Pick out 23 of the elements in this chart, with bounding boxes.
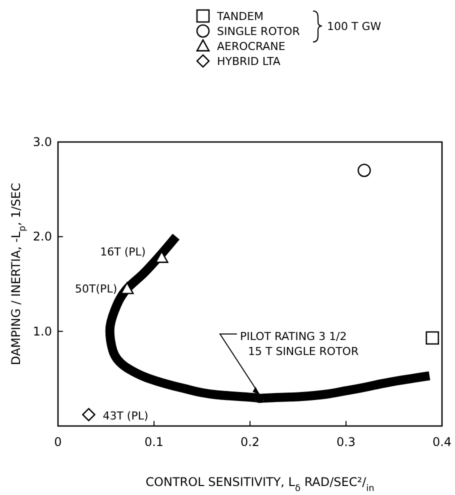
annotation: 43T (PL): [102, 410, 148, 423]
annotation: PILOT RATING 3 1/2 15 T SINGLE ROTOR: [240, 330, 359, 358]
point: [426, 331, 440, 345]
x-tick-label: 0.3: [336, 435, 356, 449]
x-axis-title: CONTROL SENSITIVITY, L$_{δ}$ RAD/SEC²/$_{in}$: [146, 475, 374, 494]
point: [82, 408, 96, 422]
point: [120, 282, 134, 294]
legend-label: SINGLE ROTOR: [217, 25, 300, 38]
legend-label: AEROCRANE: [217, 40, 286, 53]
legend-label: HYBRID LTA: [217, 55, 281, 68]
legend-label: TANDEM: [216, 10, 264, 23]
x-tick-label: 0.1: [144, 435, 164, 449]
y-tick-label: 3.0: [32, 135, 52, 149]
text: 100 T GW: [327, 20, 382, 33]
x-tick-label: 0: [54, 435, 62, 449]
point: [358, 164, 371, 178]
y-tick-label: 2.0: [32, 230, 52, 244]
annotation: 16T (PL): [100, 245, 146, 258]
x-tick-label: 0.2: [240, 435, 260, 449]
x-tick-label: 0.4: [432, 435, 452, 449]
y-tick-label: 1.0: [32, 324, 52, 338]
point: [155, 250, 168, 263]
annotation: 50T(PL): [75, 282, 118, 296]
